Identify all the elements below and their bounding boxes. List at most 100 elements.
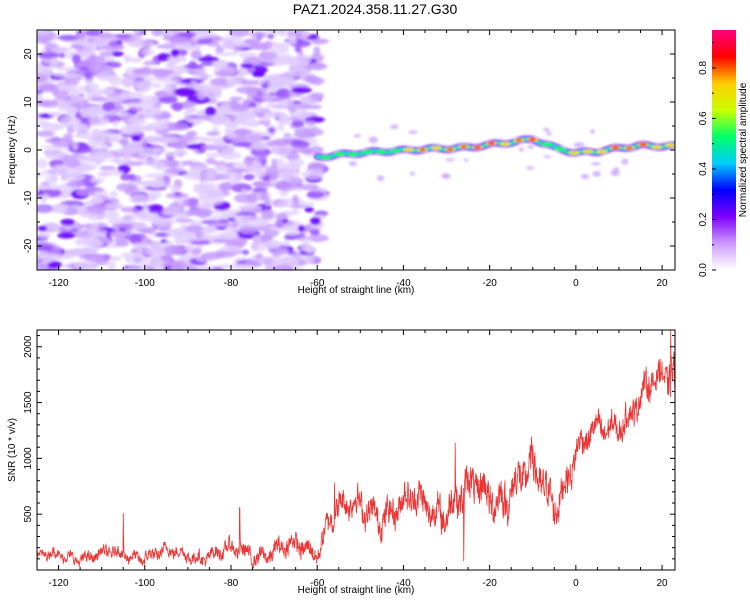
noise-blob (408, 130, 418, 135)
noise-blob (106, 95, 128, 103)
noise-blob (445, 158, 455, 162)
noise-blob (170, 48, 180, 58)
x-tick-label: -100 (135, 578, 155, 589)
noise-blob (184, 100, 191, 109)
noise-blob (48, 111, 63, 117)
noise-blob (96, 33, 117, 39)
noise-blob (300, 95, 312, 105)
noise-blob (37, 66, 54, 77)
noise-blob (621, 158, 629, 165)
noise-blob (573, 142, 585, 148)
noise-blob (37, 94, 44, 101)
noise-blob (199, 137, 222, 143)
noise-blob (295, 267, 304, 270)
x-tick-label: -80 (224, 278, 239, 289)
noise-blob (265, 240, 281, 249)
noise-blob (129, 194, 149, 204)
noise-blob (229, 237, 248, 247)
noise-blob (137, 211, 150, 221)
noise-blob (68, 108, 85, 113)
noise-blob (87, 213, 107, 221)
noise-blob (186, 130, 198, 137)
noise-blob (71, 122, 87, 132)
ridge-peak (446, 148, 454, 151)
noise-blob (133, 81, 152, 91)
noise-blob (232, 264, 256, 270)
y-tick-label: -20 (23, 238, 34, 253)
ridge-peak (375, 149, 387, 154)
noise-blob (313, 46, 321, 57)
noise-blob (139, 229, 155, 234)
noise-blob (267, 85, 278, 94)
noise-blob (228, 30, 251, 37)
noise-blob (219, 151, 242, 160)
noise-blob (140, 138, 147, 146)
ridge-peak (460, 145, 468, 149)
noise-blob (131, 135, 141, 143)
noise-blob (610, 169, 620, 176)
noise-blob (190, 50, 203, 59)
noise-blob (113, 34, 131, 39)
noise-blob (220, 244, 243, 254)
noise-blob (230, 103, 252, 110)
x-tick-label: -40 (396, 278, 411, 289)
noise-blob (200, 61, 214, 67)
ridge-peak (432, 146, 440, 150)
ridge-peak (487, 142, 495, 145)
y-tick-label: 500 (23, 505, 34, 522)
noise-blob (150, 82, 162, 89)
noise-blob (89, 97, 110, 102)
noise-blob (311, 62, 326, 68)
noise-blob (120, 206, 138, 213)
noise-blob (256, 111, 265, 119)
noise-blob (164, 245, 185, 255)
noise-blob (229, 96, 244, 102)
noise-blob (89, 53, 97, 63)
noise-blob (120, 173, 132, 181)
noise-blob (274, 58, 285, 67)
x-tick-label: -60 (310, 578, 325, 589)
noise-blob (103, 210, 119, 220)
noise-blob (276, 202, 295, 207)
noise-blob (57, 34, 80, 41)
noise-blob (206, 152, 221, 158)
noise-blob (580, 173, 590, 180)
noise-blob (188, 239, 212, 245)
noise-blob (44, 184, 63, 191)
noise-blob (299, 236, 313, 243)
noise-blob (299, 202, 315, 207)
noise-blob (155, 135, 179, 143)
x-tick-label: -40 (396, 578, 411, 589)
noise-blob (86, 228, 108, 236)
y-tick-label: 10 (23, 96, 34, 108)
noise-blob (50, 47, 73, 53)
noise-blob (284, 231, 301, 236)
noise-blob (278, 75, 295, 85)
noise-blob (95, 45, 103, 51)
colorbar-tick-label: 0.2 (698, 212, 709, 226)
noise-blob (255, 253, 264, 260)
noise-blob (301, 169, 325, 180)
noise-blob (37, 74, 48, 83)
noise-blob (101, 88, 114, 96)
noise-blob (235, 42, 252, 48)
noise-blob (284, 235, 298, 241)
noise-blob (184, 244, 196, 252)
noise-blob (80, 49, 95, 56)
noise-blob (67, 248, 89, 256)
noise-blob (201, 203, 215, 209)
noise-blob (188, 60, 197, 70)
noise-blob (162, 252, 173, 262)
noise-blob (76, 155, 84, 161)
noise-blob (225, 162, 235, 168)
noise-blob (214, 84, 230, 89)
noise-blob (88, 115, 110, 126)
noise-blob (182, 197, 200, 208)
noise-blob (37, 231, 51, 240)
noise-blob (81, 253, 97, 259)
x-tick-label: -60 (310, 278, 325, 289)
noise-blob (41, 123, 62, 132)
noise-blob (128, 173, 137, 182)
noise-blob (73, 260, 96, 269)
